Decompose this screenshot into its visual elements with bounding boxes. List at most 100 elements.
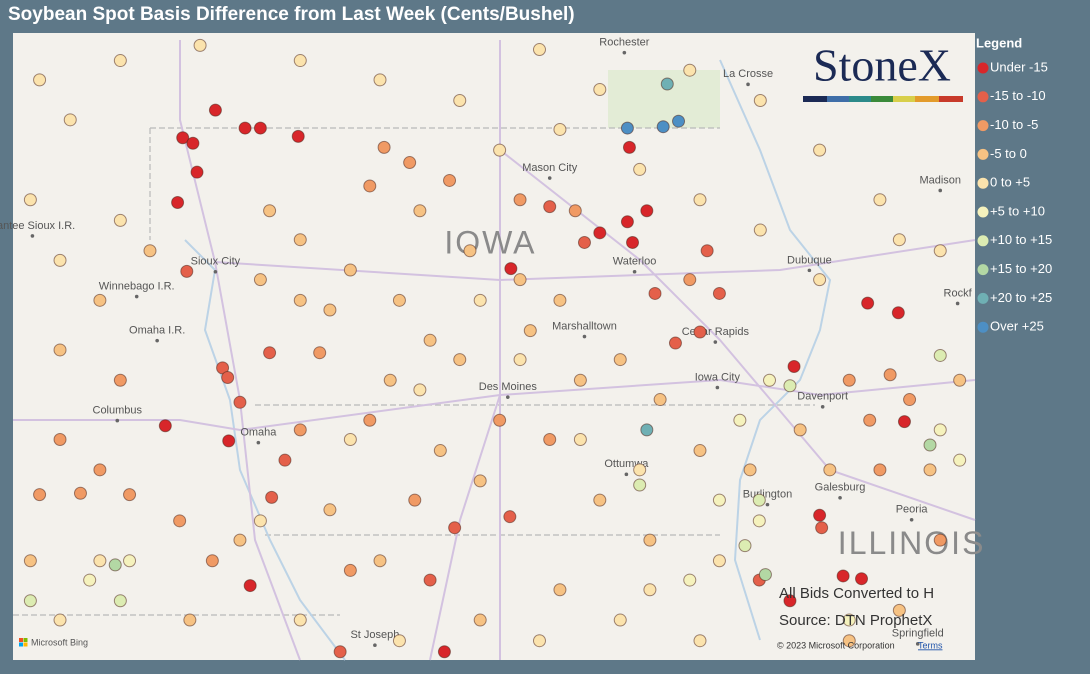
bid-point [643, 533, 657, 547]
bid-point [543, 433, 557, 447]
bid-point [813, 508, 827, 522]
map [13, 33, 976, 661]
place-label: Des Moines [479, 381, 538, 393]
place-label: Omaha [240, 427, 277, 439]
place-label: Marshalltown [552, 320, 617, 332]
bid-point [453, 94, 467, 108]
bid-point [712, 286, 726, 300]
bid-point [640, 423, 654, 437]
bid-point [672, 114, 686, 128]
bid-point [291, 129, 305, 143]
bid-point [183, 613, 197, 627]
bid-point [293, 293, 307, 307]
bid-point [53, 613, 67, 627]
bid-point [863, 413, 877, 427]
bid-point [573, 433, 587, 447]
bid-point [343, 563, 357, 577]
bid-point [392, 634, 406, 648]
bid-point [333, 645, 347, 659]
place-dot [134, 294, 139, 299]
bid-point [423, 333, 437, 347]
bid-point [543, 200, 557, 214]
bid-point [233, 533, 247, 547]
legend-label: Over +25 [990, 319, 1044, 334]
bid-point [855, 572, 869, 586]
bid-point [892, 603, 906, 617]
place-label: Rochester [599, 37, 649, 49]
bid-point [83, 573, 97, 587]
legend-swatch [977, 206, 989, 218]
bid-point [633, 162, 647, 176]
bid-point [93, 554, 107, 568]
bid-point [473, 613, 487, 627]
bid-point [668, 336, 682, 350]
bid-point [693, 634, 707, 648]
region-label: IOWA [444, 225, 536, 261]
logo: StoneX [803, 40, 963, 102]
bid-point [373, 73, 387, 87]
place-label: Winnebago I.R. [99, 280, 175, 292]
bid-point [903, 393, 917, 407]
legend-swatch [977, 264, 989, 276]
legend-swatch [977, 321, 989, 333]
bid-point [873, 463, 887, 477]
terms-link[interactable]: Terms [918, 640, 943, 650]
bid-point [193, 38, 207, 52]
bid-point [186, 136, 200, 150]
place-dot [838, 495, 842, 500]
place-dot [582, 334, 587, 339]
legend-swatch [977, 62, 989, 74]
place-label: Omaha I.R. [129, 325, 185, 337]
bid-point [113, 373, 127, 387]
bid-point [693, 193, 707, 207]
bid-point [473, 293, 487, 307]
bid-point [933, 244, 947, 258]
annotation: Source: DTN ProphetX [779, 612, 932, 629]
logo-bar [871, 96, 893, 102]
bid-point [33, 73, 47, 87]
river [719, 59, 832, 641]
bid-point [933, 423, 947, 437]
bid-point [323, 303, 337, 317]
place-dot [765, 502, 770, 507]
bid-point [176, 131, 190, 145]
place-dot [622, 50, 627, 55]
bid-point [733, 413, 747, 427]
legend-swatch [977, 177, 989, 189]
bid-point [897, 415, 911, 429]
bing-attribution: Microsoft Bing [31, 637, 88, 647]
bid-point [343, 263, 357, 277]
bid-point [23, 193, 37, 207]
bid-point [190, 165, 204, 179]
bid-point [620, 215, 634, 229]
place-label: Dubuque [787, 254, 832, 266]
bid-point [53, 433, 67, 447]
logo-bar [827, 96, 849, 102]
logo-bar [893, 96, 915, 102]
place-dot [820, 404, 825, 409]
bid-point [758, 568, 772, 582]
place-label: Burlington [743, 489, 793, 501]
bid-point [513, 193, 527, 207]
bid-point [613, 613, 627, 627]
bid-point [413, 204, 427, 218]
bid-point [23, 554, 37, 568]
bid-point [173, 514, 187, 528]
legend-swatch [977, 91, 989, 103]
bid-point [448, 521, 462, 535]
place-dot [713, 340, 718, 344]
place-dot [30, 234, 35, 238]
bid-point [553, 583, 567, 597]
bid-point [613, 353, 627, 367]
place-dot [746, 82, 750, 87]
bid-point [513, 273, 527, 287]
place-label: Iowa City [695, 371, 741, 383]
logo-bar [915, 96, 939, 102]
bid-point [433, 444, 447, 458]
place-dot [506, 395, 510, 399]
bid-point [933, 533, 947, 547]
bid-point [712, 493, 726, 507]
legend: Legend Under -15 -15 to -10 -10 to -5 -5 to… [976, 35, 1052, 333]
bid-point [158, 419, 172, 433]
